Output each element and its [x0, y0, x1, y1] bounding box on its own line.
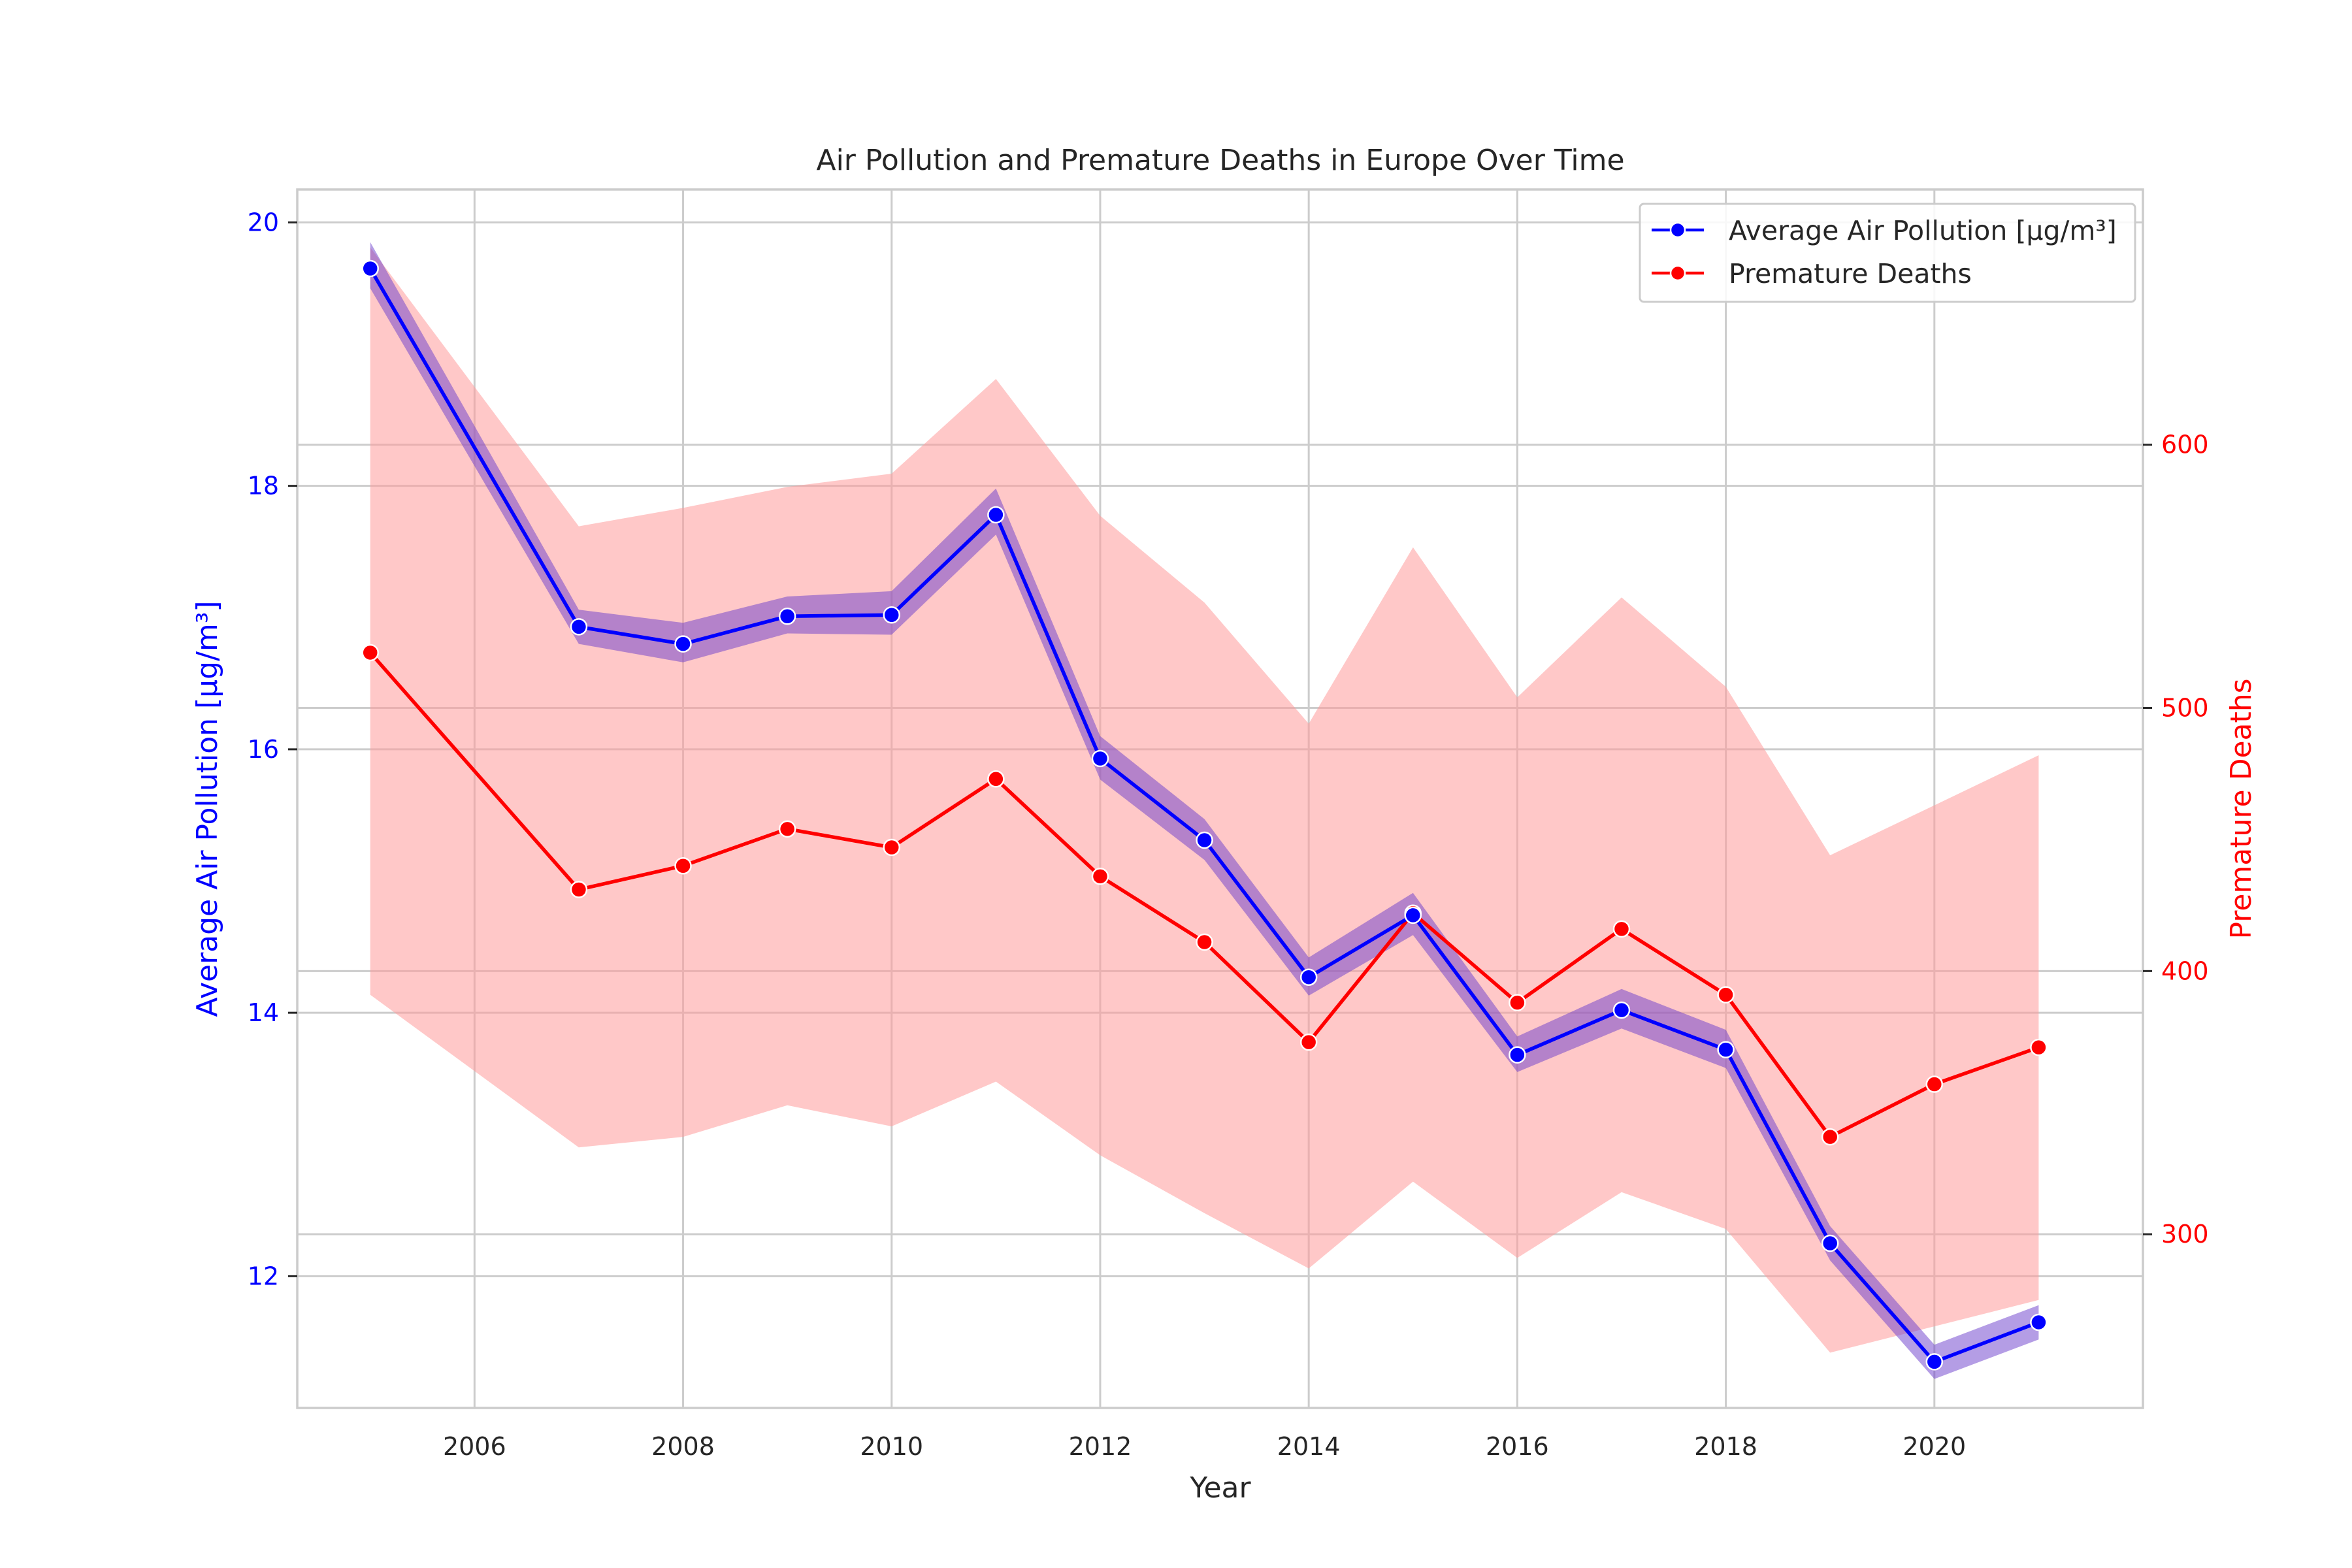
data-point-air-pollution	[674, 635, 692, 653]
y-left-tick-label: 16	[248, 735, 279, 764]
y-right-tick-label: 300	[2161, 1220, 2209, 1249]
legend-label-air-pollution: Average Air Pollution [µg/m³]	[1729, 215, 2117, 246]
series-line-air-pollution	[368, 267, 2040, 1364]
tick-labels: 2006 2008 2010 2012 2014 2016 2018 2020 12 14 16 18…	[248, 208, 2209, 1461]
y-left-axis-label: Average Air Pollution [µg/m³]	[191, 600, 224, 1017]
data-point-air-pollution	[1196, 831, 1213, 849]
data-point-air-pollution	[1612, 1001, 1631, 1019]
x-tick-label: 2016	[1486, 1432, 1549, 1461]
data-point-air-pollution	[1717, 1041, 1735, 1058]
y-left-tick-label: 12	[248, 1262, 279, 1290]
y-right-axis-label: Premature Deaths	[2225, 678, 2258, 939]
x-tick-label: 2014	[1277, 1432, 1341, 1461]
data-point-premature-deaths	[1612, 920, 1631, 938]
plot-frame	[296, 188, 2144, 1409]
data-point-premature-deaths	[1091, 868, 1109, 885]
data-point-air-pollution	[361, 259, 379, 278]
x-tick-label: 2010	[860, 1432, 923, 1461]
confidence-band-premature-deaths	[370, 247, 2039, 1353]
data-point-air-pollution	[1091, 749, 1109, 768]
legend: Average Air Pollution [µg/m³] Premature …	[1639, 203, 2136, 303]
data-point-air-pollution	[883, 606, 900, 624]
data-point-air-pollution	[1404, 906, 1422, 924]
x-tick-label: 2020	[1903, 1432, 1966, 1461]
data-point-premature-deaths	[1717, 986, 1735, 1004]
data-point-air-pollution	[987, 506, 1005, 524]
y-right-tick-label: 600	[2161, 431, 2209, 459]
data-point-premature-deaths	[1196, 933, 1213, 951]
series-lines	[368, 267, 2040, 1364]
data-point-air-pollution	[570, 618, 588, 636]
data-point-premature-deaths	[570, 881, 588, 898]
data-point-premature-deaths	[778, 820, 796, 838]
data-point-premature-deaths	[674, 857, 692, 875]
data-point-premature-deaths	[1925, 1075, 1944, 1093]
series-line-premature-deaths	[368, 651, 2040, 1139]
legend-label-premature-deaths: Premature Deaths	[1729, 258, 1972, 289]
data-point-air-pollution	[1509, 1046, 1526, 1064]
confidence-bands	[370, 242, 2039, 1379]
legend-marker-air-pollution	[1669, 221, 1686, 238]
y-left-tick-label: 20	[248, 208, 279, 237]
legend-marker-premature-deaths	[1669, 265, 1686, 282]
data-point-air-pollution	[2030, 1313, 2048, 1331]
data-point-air-pollution	[1299, 968, 1318, 986]
x-tick-label: 2008	[651, 1432, 715, 1461]
y-left-tick-label: 14	[248, 998, 279, 1027]
x-axis-label: Year	[1189, 1471, 1251, 1505]
x-tick-label: 2018	[1694, 1432, 1757, 1461]
data-point-air-pollution	[1925, 1353, 1944, 1371]
y-left-tick-label: 18	[248, 472, 279, 500]
data-point-premature-deaths	[883, 838, 900, 857]
y-right-tick-label: 400	[2161, 956, 2209, 985]
data-point-air-pollution	[778, 608, 796, 625]
data-point-premature-deaths	[361, 644, 379, 662]
data-point-premature-deaths	[1509, 994, 1526, 1011]
x-tick-label: 2012	[1069, 1432, 1132, 1461]
y-right-tick-label: 500	[2161, 694, 2209, 723]
data-point-air-pollution	[1821, 1234, 1839, 1252]
data-point-premature-deaths	[1299, 1033, 1318, 1051]
data-point-premature-deaths	[2030, 1038, 2048, 1056]
data-point-premature-deaths	[987, 770, 1005, 788]
series-markers	[361, 259, 2048, 1371]
x-tick-label: 2006	[443, 1432, 506, 1461]
chart-title: Air Pollution and Premature Deaths in Eu…	[816, 144, 1624, 177]
data-point-premature-deaths	[1821, 1128, 1839, 1146]
plot-border	[296, 188, 2144, 1409]
legend-box	[1639, 203, 2136, 303]
